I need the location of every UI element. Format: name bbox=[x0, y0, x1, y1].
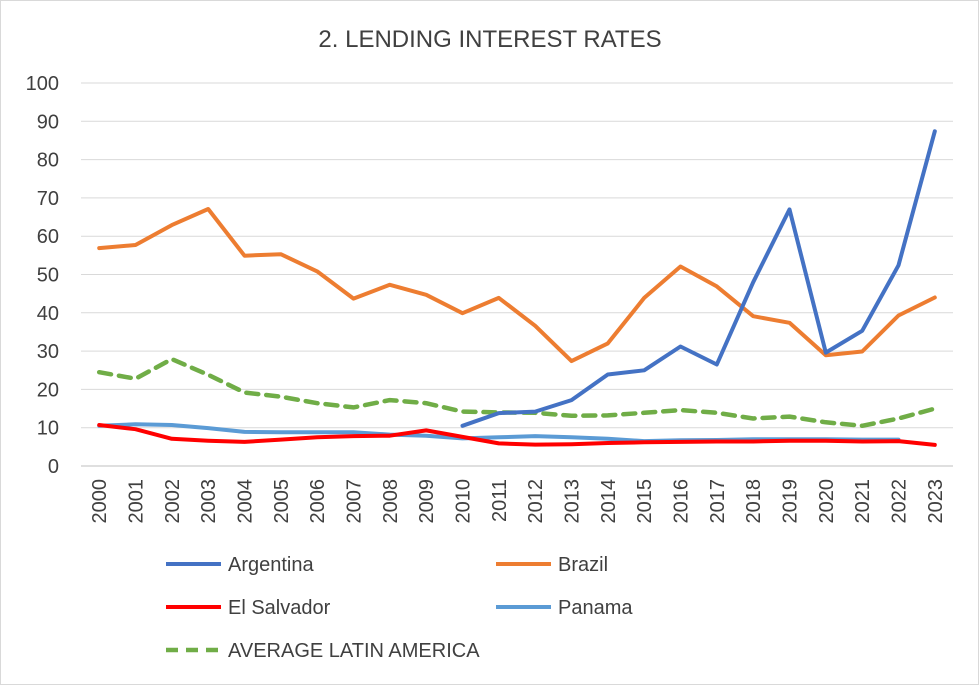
y-tick-label: 30 bbox=[37, 341, 59, 363]
x-tick-label: 2011 bbox=[489, 479, 511, 522]
x-tick-label: 2016 bbox=[671, 479, 693, 524]
series-line-el-salvador bbox=[97, 423, 937, 447]
x-tick-label: 2018 bbox=[743, 479, 765, 524]
x-tick-label: 2017 bbox=[707, 479, 729, 524]
series-line-brazil bbox=[97, 207, 937, 364]
x-tick-label: 2020 bbox=[816, 479, 838, 524]
x-tick-label: 2007 bbox=[344, 479, 366, 524]
x-tick-label: 2004 bbox=[235, 479, 257, 524]
x-tick-label: 2021 bbox=[852, 479, 874, 524]
series-line-average-latin-america bbox=[96, 356, 938, 429]
x-tick-label: 2006 bbox=[307, 479, 329, 524]
x-tick-label: 2002 bbox=[162, 479, 184, 524]
legend: Argentina Brazil El Salvador Panama AVERAGE … bbox=[166, 554, 633, 662]
y-tick-label: 10 bbox=[37, 418, 59, 440]
y-tick-label: 60 bbox=[37, 226, 59, 248]
x-tick-label: 2005 bbox=[271, 479, 293, 524]
x-axis-ticks: 2000 2001 2002 2003 2004 2005 2006 2007 2008 2009… bbox=[89, 479, 947, 524]
series-lines bbox=[96, 129, 938, 447]
legend-label-average-latin-america: AVERAGE LATIN AMERICA bbox=[228, 640, 480, 662]
y-tick-label: 0 bbox=[48, 456, 59, 478]
y-tick-label: 70 bbox=[37, 188, 59, 210]
x-tick-label: 2019 bbox=[780, 479, 802, 524]
legend-label-panama: Panama bbox=[558, 597, 633, 619]
x-tick-label: 2012 bbox=[525, 479, 547, 524]
x-tick-label: 2010 bbox=[453, 479, 475, 524]
y-tick-label: 20 bbox=[37, 379, 59, 401]
y-tick-label: 40 bbox=[37, 303, 59, 325]
y-tick-label: 80 bbox=[37, 150, 59, 172]
x-tick-label: 2015 bbox=[634, 479, 656, 524]
x-tick-label: 2022 bbox=[889, 479, 911, 524]
y-tick-label: 50 bbox=[37, 265, 59, 287]
series-line-argentina bbox=[460, 129, 937, 428]
legend-label-brazil: Brazil bbox=[558, 554, 608, 576]
x-tick-label: 2003 bbox=[198, 479, 220, 524]
gridlines bbox=[81, 82, 953, 467]
x-tick-label: 2014 bbox=[598, 479, 620, 524]
series-line-panama bbox=[97, 422, 901, 444]
chart-title: 2. LENDING INTEREST RATES bbox=[318, 26, 661, 53]
y-tick-label: 100 bbox=[26, 73, 59, 95]
x-tick-label: 2013 bbox=[562, 479, 584, 524]
x-tick-label: 2023 bbox=[925, 479, 947, 524]
x-tick-label: 2008 bbox=[380, 479, 402, 524]
legend-label-el-salvador: El Salvador bbox=[228, 597, 331, 619]
y-tick-label: 90 bbox=[37, 111, 59, 133]
legend-label-argentina: Argentina bbox=[228, 554, 314, 576]
y-axis-ticks: 0 10 20 30 40 50 60 70 80 90 100 bbox=[26, 73, 59, 478]
x-tick-label: 2000 bbox=[89, 479, 111, 524]
x-tick-label: 2001 bbox=[126, 479, 148, 524]
x-tick-label: 2009 bbox=[416, 479, 438, 524]
